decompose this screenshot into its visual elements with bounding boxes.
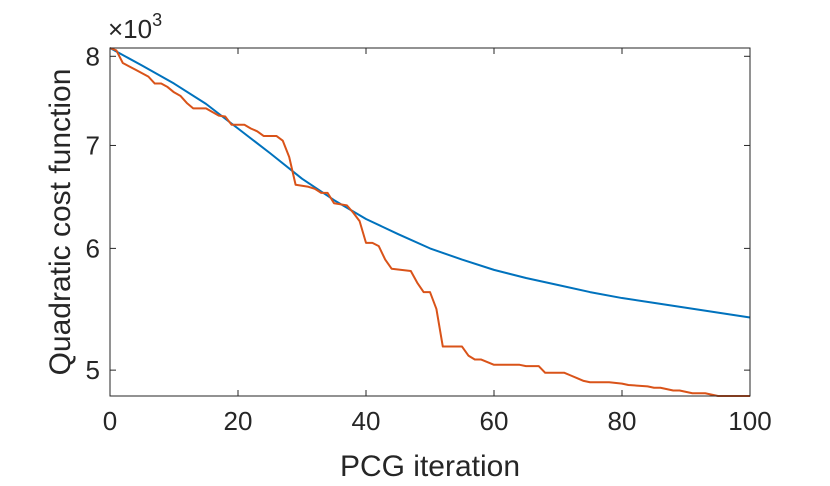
plot-area-frame: [109, 47, 751, 397]
x-tick-label: 20: [224, 406, 253, 436]
series-line-1: [109, 47, 751, 319]
y-tick-label: 5: [86, 355, 100, 385]
tick-layer: 0 20 40 60 80 100 5 6 7 8: [86, 41, 772, 436]
y-axis-label: Quadratic cost function: [44, 69, 77, 376]
x-tick-label: 100: [728, 406, 771, 436]
y-tick-label: 7: [86, 130, 100, 160]
series-line-2: [109, 47, 750, 397]
y-tick-label: 6: [86, 233, 100, 263]
y-tick-label: 8: [86, 41, 100, 71]
x-tick-label: 0: [103, 406, 117, 436]
x-axis-label: PCG iteration: [340, 450, 520, 483]
series-layer: [109, 47, 751, 397]
plot-area-background: [110, 48, 750, 396]
x-tick-label: 60: [480, 406, 509, 436]
x-tick-label: 40: [352, 406, 381, 436]
y-multiplier-label: ×103: [108, 10, 162, 44]
x-tick-label: 80: [608, 406, 637, 436]
